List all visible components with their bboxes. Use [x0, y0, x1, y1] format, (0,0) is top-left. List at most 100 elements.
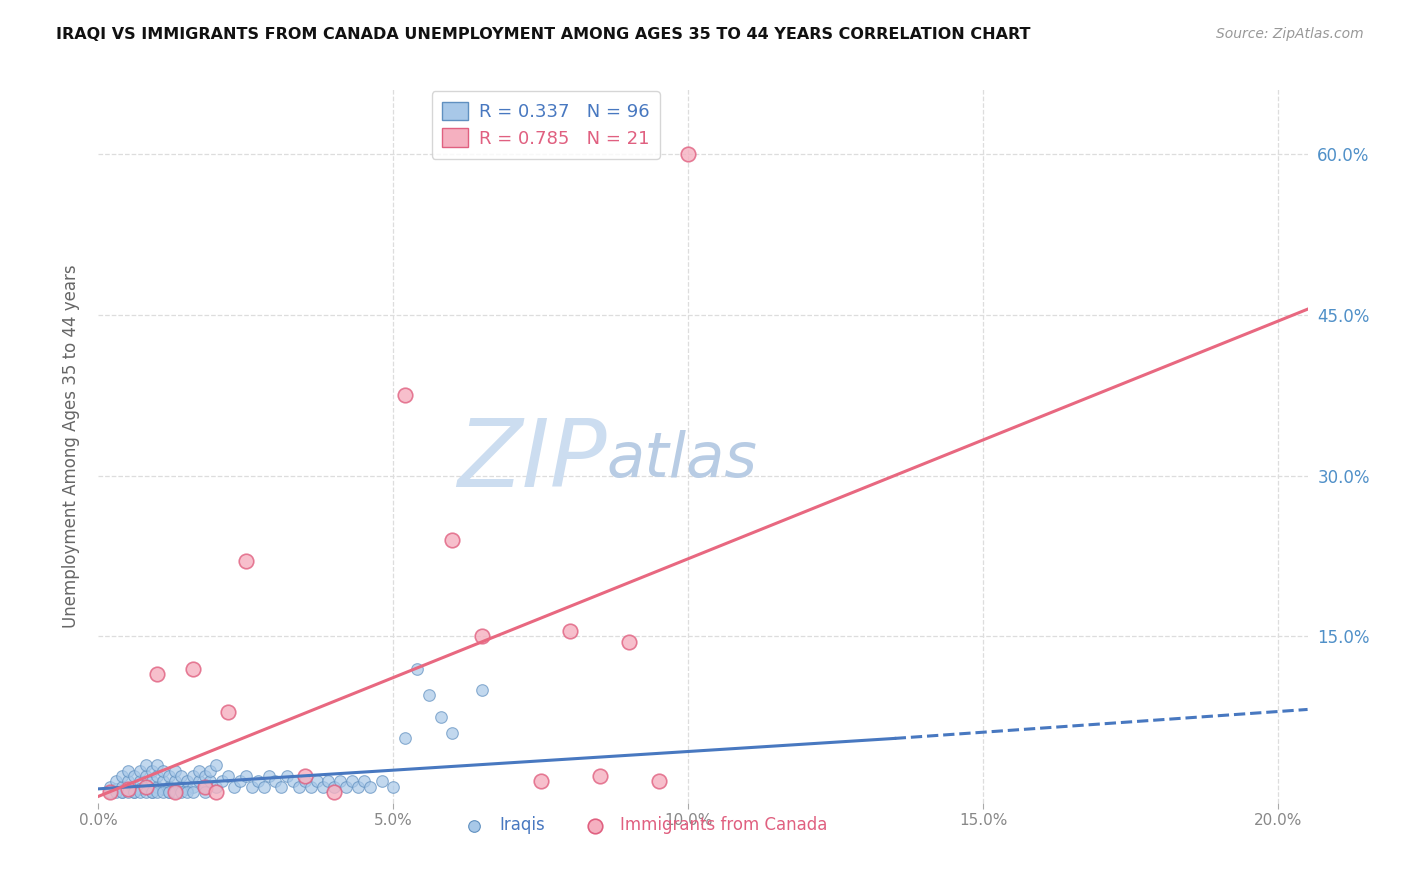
Point [146, 667, 169, 681]
Point [441, 726, 464, 740]
Point [187, 774, 209, 789]
Point [359, 780, 381, 794]
Text: ZIP: ZIP [457, 415, 606, 506]
Text: IRAQI VS IMMIGRANTS FROM CANADA UNEMPLOYMENT AMONG AGES 35 TO 44 YEARS CORRELATI: IRAQI VS IMMIGRANTS FROM CANADA UNEMPLOY… [56, 27, 1031, 42]
Point [176, 785, 198, 799]
Point [270, 780, 292, 794]
Point [146, 785, 169, 799]
Point [157, 785, 180, 799]
Point [394, 731, 416, 746]
Point [235, 769, 257, 783]
Point [111, 785, 134, 799]
Point [240, 780, 263, 794]
Point [152, 785, 174, 799]
Point [222, 780, 245, 794]
Point [135, 780, 157, 794]
Point [264, 774, 287, 789]
Point [340, 774, 363, 789]
Point [117, 781, 139, 796]
Point [429, 710, 451, 724]
Point [170, 769, 193, 783]
Point [394, 388, 416, 402]
Point [128, 764, 150, 778]
Point [165, 774, 187, 789]
Point [152, 774, 174, 789]
Point [205, 785, 228, 799]
Point [122, 780, 145, 794]
Point [117, 764, 139, 778]
Point [122, 785, 145, 799]
Point [128, 785, 150, 799]
Point [117, 785, 139, 799]
Point [194, 780, 217, 794]
Point [560, 624, 582, 639]
Point [141, 764, 163, 778]
Point [318, 774, 340, 789]
Point [181, 780, 204, 794]
Point [294, 769, 316, 783]
Point [678, 146, 700, 161]
Point [205, 780, 228, 794]
Point [619, 635, 641, 649]
Text: Source: ZipAtlas.com: Source: ZipAtlas.com [1216, 27, 1364, 41]
Point [299, 780, 322, 794]
Point [418, 689, 440, 703]
Point [122, 769, 145, 783]
Point [152, 764, 174, 778]
Point [111, 780, 134, 794]
Point [194, 780, 217, 794]
Point [589, 769, 612, 783]
Point [146, 769, 169, 783]
Point [165, 785, 187, 799]
Point [128, 774, 150, 789]
Point [111, 769, 134, 783]
Point [353, 774, 375, 789]
Point [165, 785, 187, 799]
Text: atlas: atlas [606, 430, 758, 491]
Point [305, 774, 328, 789]
Y-axis label: Unemployment Among Ages 35 to 44 years: Unemployment Among Ages 35 to 44 years [62, 264, 80, 628]
Point [105, 781, 128, 796]
Point [135, 769, 157, 783]
Point [181, 662, 204, 676]
Point [382, 780, 405, 794]
Point [335, 780, 357, 794]
Point [471, 683, 494, 698]
Point [98, 785, 121, 799]
Point [229, 774, 252, 789]
Point [200, 774, 222, 789]
Point [176, 774, 198, 789]
Point [323, 780, 346, 794]
Point [117, 774, 139, 789]
Point [648, 774, 671, 789]
Point [117, 781, 139, 796]
Point [441, 533, 464, 547]
Point [200, 764, 222, 778]
Point [122, 785, 145, 799]
Point [217, 769, 239, 783]
Point [205, 758, 228, 772]
Point [194, 769, 217, 783]
Point [329, 774, 352, 789]
Point [152, 781, 174, 796]
Legend: Iraqis, Immigrants from Canada: Iraqis, Immigrants from Canada [451, 810, 834, 841]
Point [181, 769, 204, 783]
Point [235, 554, 257, 568]
Point [281, 774, 304, 789]
Point [194, 785, 217, 799]
Point [105, 774, 128, 789]
Point [181, 785, 204, 799]
Point [105, 785, 128, 799]
Point [157, 785, 180, 799]
Point [141, 774, 163, 789]
Point [135, 758, 157, 772]
Point [176, 781, 198, 796]
Point [259, 769, 281, 783]
Point [157, 780, 180, 794]
Point [165, 764, 187, 778]
Point [146, 758, 169, 772]
Point [111, 785, 134, 799]
Point [98, 785, 121, 799]
Point [128, 781, 150, 796]
Point [187, 764, 209, 778]
